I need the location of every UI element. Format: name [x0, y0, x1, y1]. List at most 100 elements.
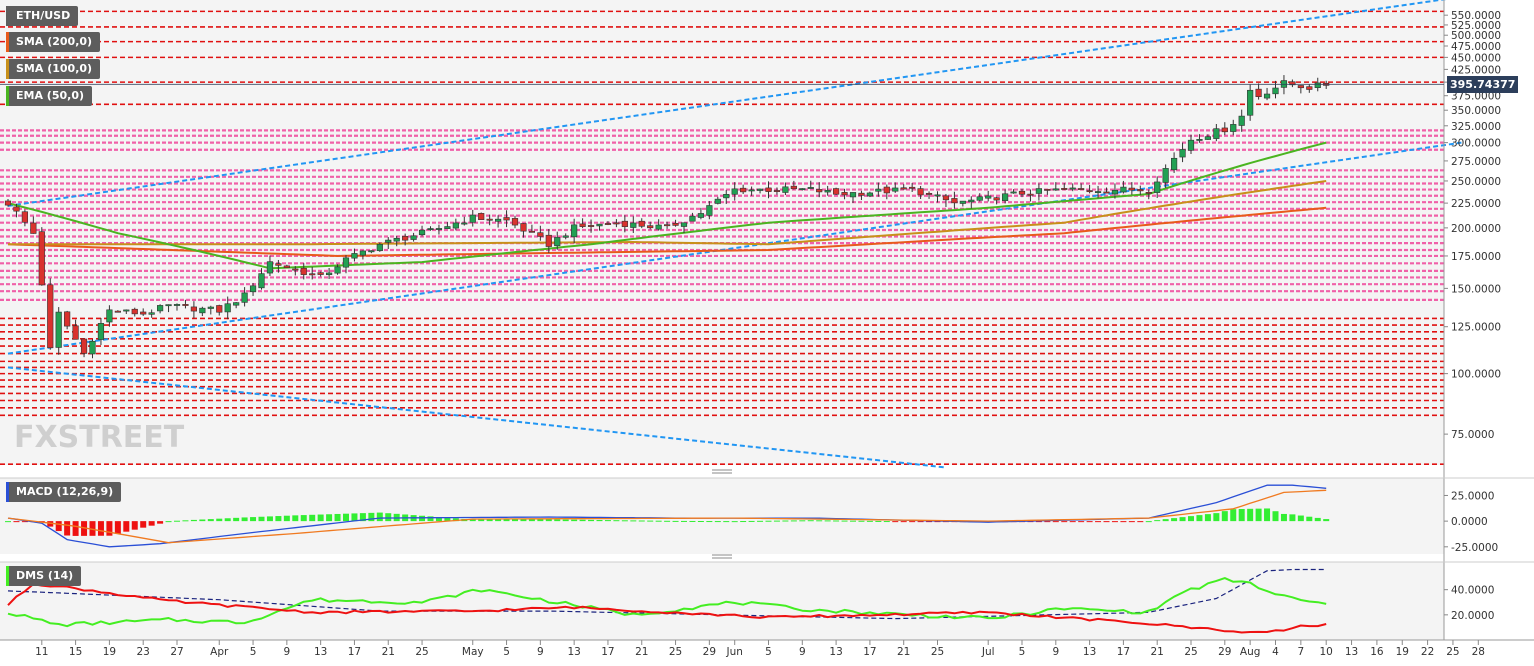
candle-body — [545, 234, 552, 247]
x-tick-label: 4 — [1272, 646, 1279, 658]
x-tick-label: 27 — [170, 646, 183, 658]
legend-dms[interactable]: DMS (14) — [6, 566, 82, 586]
x-tick-label: 17 — [601, 646, 614, 658]
candle — [816, 182, 823, 198]
y-tick-label: -25.0000 — [1451, 542, 1498, 554]
candle — [418, 225, 426, 237]
x-tick-label: 25 — [931, 646, 944, 658]
candle-body — [630, 222, 637, 228]
legend-symbol[interactable]: ETH/USD — [6, 6, 79, 26]
candle-body — [571, 224, 578, 238]
candle — [773, 187, 781, 195]
candle-body — [72, 325, 79, 340]
x-tick-label: 11 — [35, 646, 48, 658]
macd-histogram-bar — [545, 519, 552, 522]
x-tick-label: 9 — [284, 646, 291, 658]
candle — [410, 232, 417, 242]
candle-body — [596, 223, 603, 227]
candle-body — [503, 217, 510, 221]
legend-ema50[interactable]: EMA (50,0) — [6, 86, 92, 106]
candle — [1213, 123, 1220, 142]
candle — [1094, 185, 1102, 199]
candle — [13, 203, 20, 218]
candle-body — [807, 187, 814, 189]
legend-macd[interactable]: MACD (12,26,9) — [6, 482, 122, 502]
candle-body — [554, 237, 561, 247]
candle-body — [714, 198, 721, 204]
candle-body — [283, 265, 290, 268]
panel-resize-handle-2[interactable] — [712, 554, 732, 559]
candle — [123, 309, 130, 315]
candle-body — [418, 229, 426, 236]
y-tick-label: 425.0000 — [1451, 64, 1501, 76]
macd-histogram-bar — [182, 520, 189, 522]
candle-body — [224, 303, 231, 313]
macd-histogram-bar — [486, 519, 493, 522]
macd-histogram-bar — [1196, 515, 1203, 522]
x-tick-label: 19 — [103, 646, 116, 658]
candle — [469, 209, 476, 227]
candle — [131, 307, 138, 317]
y-tick-label: 175.0000 — [1451, 251, 1501, 263]
macd-histogram-bar — [1120, 521, 1127, 523]
macd-histogram-bar — [554, 519, 561, 522]
candle-body — [1018, 190, 1026, 195]
macd-histogram-bar — [351, 513, 358, 522]
macd-histogram-bar — [309, 514, 316, 522]
candle-body — [917, 188, 924, 196]
x-tick-label: 5 — [503, 646, 510, 658]
dms-plot-area — [0, 562, 1444, 640]
candle — [596, 223, 603, 231]
candle-body — [325, 272, 333, 276]
candle-body — [106, 309, 113, 323]
x-tick-label: 17 — [863, 646, 876, 658]
candle — [655, 219, 662, 231]
candle — [368, 250, 375, 254]
candle — [55, 307, 62, 355]
main-plot-area — [0, 0, 1444, 465]
candle-body — [1221, 127, 1228, 133]
macd-histogram-bar — [621, 520, 628, 522]
candle-body — [309, 273, 316, 276]
candle — [1086, 184, 1093, 194]
macd-histogram-bar — [72, 521, 79, 536]
candle — [1263, 87, 1271, 101]
macd-histogram-bar — [1306, 516, 1313, 522]
macd-histogram-bar — [926, 521, 933, 523]
macd-histogram-bar — [757, 520, 764, 522]
macd-histogram-bar — [537, 519, 544, 522]
legend-sma100[interactable]: SMA (100,0) — [6, 59, 101, 79]
candle-body — [1255, 88, 1262, 98]
trendline — [7, 0, 1447, 207]
candle — [883, 184, 890, 200]
candle — [875, 182, 882, 197]
candle-body — [537, 232, 544, 237]
candle-body — [1196, 139, 1203, 141]
legend-sma200[interactable]: SMA (200,0) — [6, 32, 101, 52]
x-tick-label: 29 — [703, 646, 716, 658]
candle — [1128, 182, 1135, 195]
candle — [697, 207, 704, 220]
candle — [334, 264, 341, 275]
panel-resize-handle-1[interactable] — [712, 469, 732, 474]
candle — [765, 181, 772, 199]
candle — [4, 198, 12, 207]
macd-histogram-bar — [740, 521, 747, 523]
candle — [799, 188, 806, 191]
macd-histogram-bar — [596, 519, 603, 522]
candle — [1078, 183, 1085, 190]
candle-body — [1061, 188, 1068, 190]
candle-body — [317, 272, 324, 275]
candle-body — [461, 222, 468, 225]
x-tick-label: 5 — [250, 646, 257, 658]
candle — [393, 236, 400, 247]
candle — [959, 200, 966, 207]
candle-body — [292, 268, 299, 271]
candle-body — [114, 310, 121, 313]
macd-histogram-bar — [1052, 521, 1059, 523]
candle — [1238, 109, 1245, 132]
x-tick-label: 25 — [1184, 646, 1197, 658]
candle-body — [756, 188, 764, 191]
macd-histogram-bar — [1078, 521, 1085, 523]
